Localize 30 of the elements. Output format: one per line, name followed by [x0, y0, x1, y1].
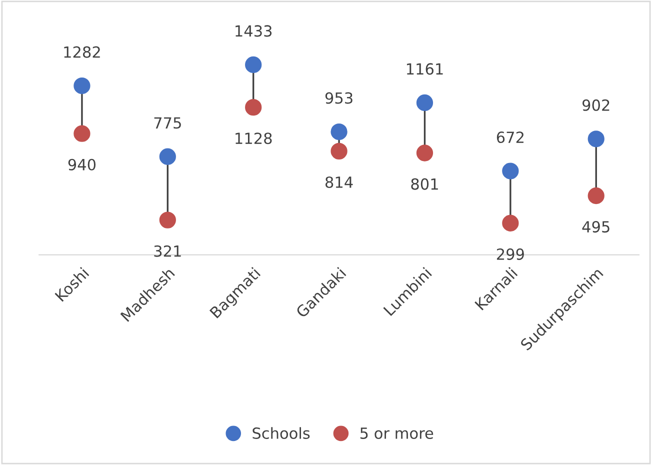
- point: [588, 130, 604, 148]
- point: [74, 125, 90, 142]
- point: [159, 212, 176, 228]
- point: [330, 142, 348, 160]
- data-label: 1433: [236, 25, 272, 37]
- data-label: 814: [325, 176, 353, 188]
- point: [74, 77, 90, 94]
- data-label: 495: [582, 221, 610, 233]
- point: [330, 123, 348, 140]
- data-label: 1282: [64, 46, 100, 58]
- data-label: 1128: [236, 132, 272, 144]
- data-label: 775: [154, 117, 181, 129]
- data-label: 672: [496, 132, 524, 144]
- data-label: 953: [325, 92, 352, 104]
- legend-label: 5 or more: [360, 428, 434, 439]
- data-label: 902: [582, 99, 610, 111]
- point: [502, 162, 519, 180]
- point: [416, 144, 434, 162]
- point: [588, 187, 604, 204]
- legend-label: Schools: [252, 427, 310, 439]
- point: [502, 214, 519, 232]
- point: [159, 148, 176, 165]
- data-label: 940: [68, 158, 96, 170]
- data-label: 801: [411, 178, 438, 190]
- data-label: 299: [496, 248, 524, 260]
- point: [416, 94, 434, 112]
- point: [245, 56, 262, 74]
- point: [245, 98, 262, 116]
- data-label: 1161: [406, 63, 443, 75]
- data-label: 321: [154, 245, 181, 257]
